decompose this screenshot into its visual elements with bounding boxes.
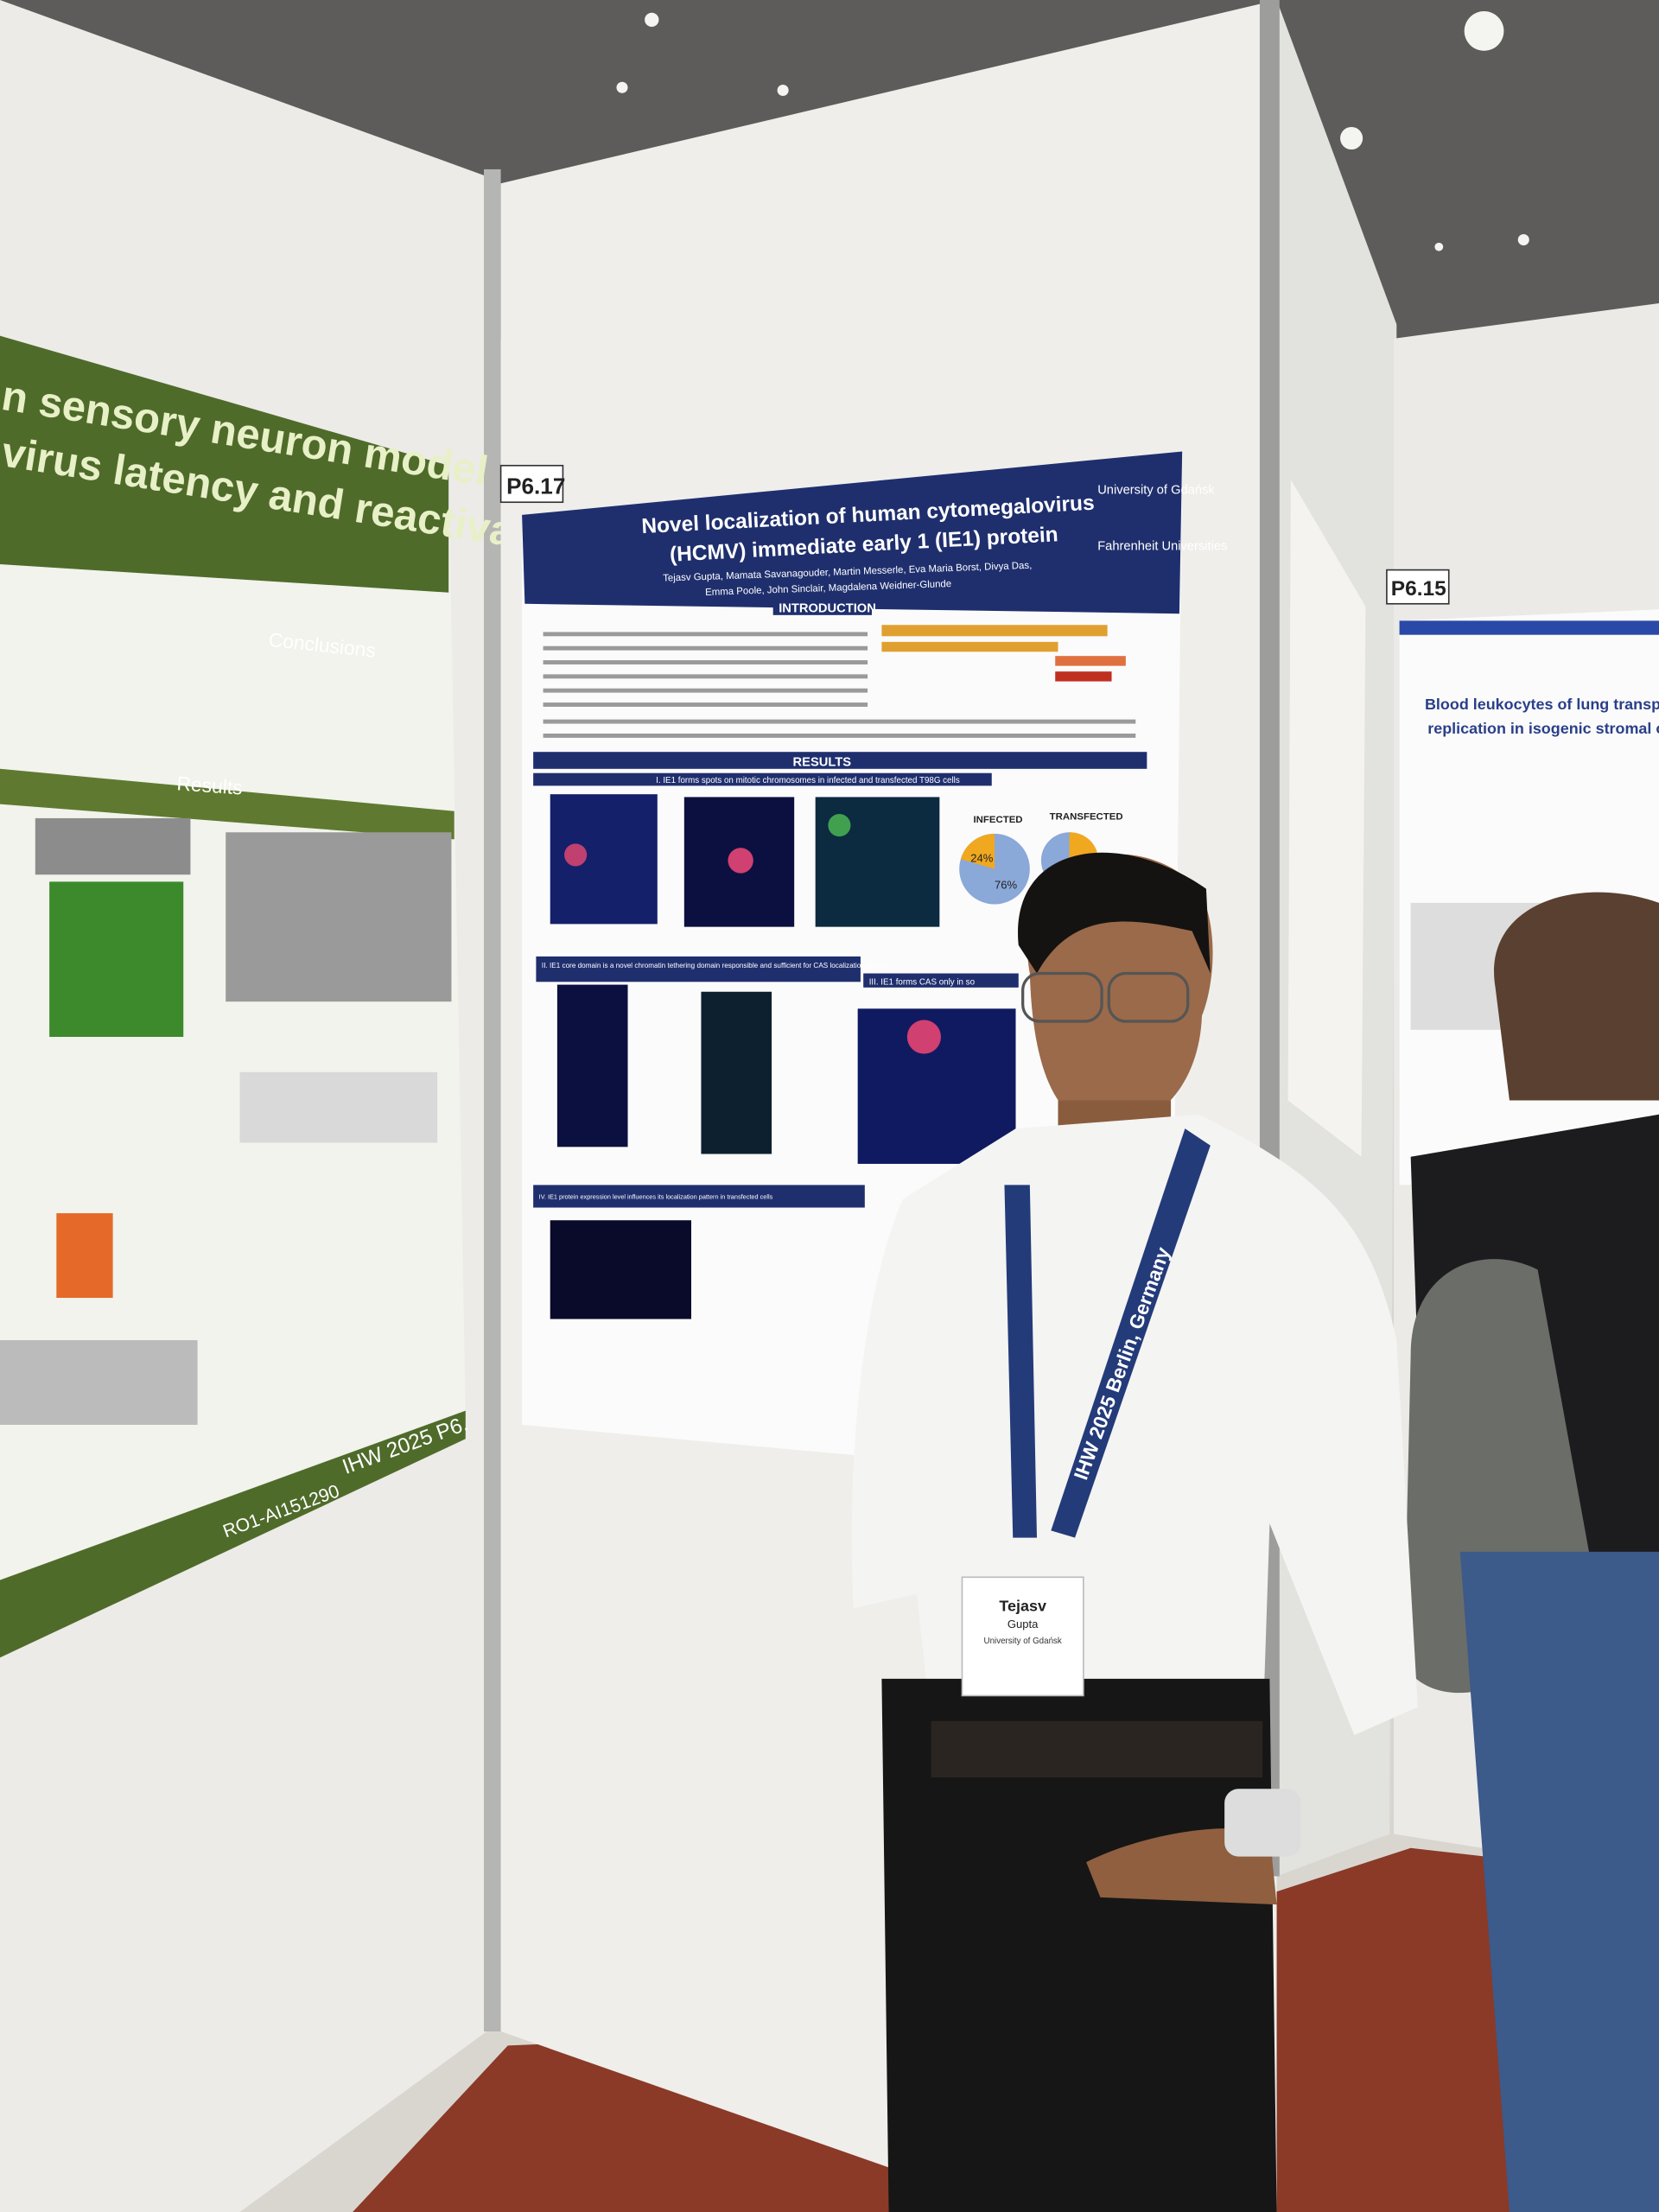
poster-header [522,451,1183,614]
figures [0,817,452,1425]
logo-text: University of Gdańsk [1097,483,1215,497]
left-poster-footer [0,1410,466,1658]
left-poster-band [0,768,454,840]
section-bar [533,752,1147,769]
section-bar [533,1185,865,1208]
visitor-hair [1494,892,1659,1101]
board-number [1386,569,1450,605]
section-heading: IV. IE1 protein expression level influen… [539,1193,773,1201]
pie-label: TRANSFECTED [1050,812,1123,823]
belt [931,1720,1263,1778]
board-number-text: P6.15 [1391,577,1446,601]
section-bar [772,598,872,615]
pole [484,168,501,2032]
lanyard [1051,1128,1211,1538]
poster-header [1399,620,1659,635]
side-poster [1287,480,1366,1157]
ceiling-lights [616,11,1529,251]
board-number [499,464,564,504]
section-heading: II. IE1 core domain is a novel chromatin… [542,962,889,969]
logo-text: Fahrenheit Universities [1097,540,1227,554]
pie-label: 76% [995,879,1018,892]
micrographs [550,794,1016,1319]
watch [1224,1789,1301,1857]
section-bar [536,956,861,982]
section-heading: Results [176,772,244,798]
section-heading: I. IE1 forms spots on mitotic chromosome… [656,776,960,785]
lanyard [1004,1185,1037,1538]
visitor-jeans [1459,1551,1659,2212]
badge-name: Gupta [1007,1618,1039,1630]
board-number-text: P6.17 [506,473,565,499]
trousers [881,1678,1277,2212]
section-bar [863,973,1019,988]
glasses [1107,971,1190,1023]
glasses [1021,971,1103,1023]
badge-affiliation: University of Gdańsk [984,1637,1062,1646]
domain-diagram [881,625,1126,682]
pie-label: INFECTED [974,815,1023,825]
pie-label: 24% [970,852,994,865]
badge [961,1576,1084,1697]
section-heading: INTRODUCTION [779,602,876,616]
left-poster-header [0,335,449,593]
hair [1018,852,1211,974]
badge-name: Tejasv [999,1597,1046,1614]
shirt [851,1114,1418,1736]
poster-title: Blood leukocytes of lung transplant r [1425,696,1659,713]
section-bar [533,772,992,786]
text-lines [543,632,1136,738]
section-heading: RESULTS [793,756,852,770]
poster-title: replication in isogenic stromal cells [1427,720,1659,737]
section-heading: III. IE1 forms CAS only in so [869,978,976,988]
